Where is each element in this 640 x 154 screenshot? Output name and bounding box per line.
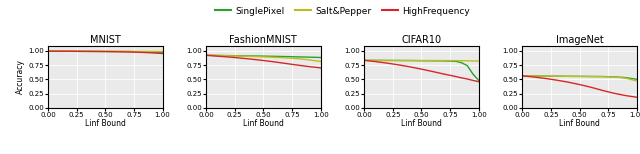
X-axis label: Linf Bound: Linf Bound bbox=[559, 119, 600, 128]
Title: CIFAR10: CIFAR10 bbox=[401, 35, 442, 45]
X-axis label: Linf Bound: Linf Bound bbox=[401, 119, 442, 128]
Title: FashionMNIST: FashionMNIST bbox=[230, 35, 297, 45]
Legend: SinglePixel, Salt&Pepper, HighFrequency: SinglePixel, Salt&Pepper, HighFrequency bbox=[212, 3, 473, 19]
Y-axis label: Accuracy: Accuracy bbox=[16, 60, 26, 94]
X-axis label: Linf Bound: Linf Bound bbox=[85, 119, 125, 128]
Title: MNIST: MNIST bbox=[90, 35, 121, 45]
X-axis label: Linf Bound: Linf Bound bbox=[243, 119, 284, 128]
Title: ImageNet: ImageNet bbox=[556, 35, 604, 45]
